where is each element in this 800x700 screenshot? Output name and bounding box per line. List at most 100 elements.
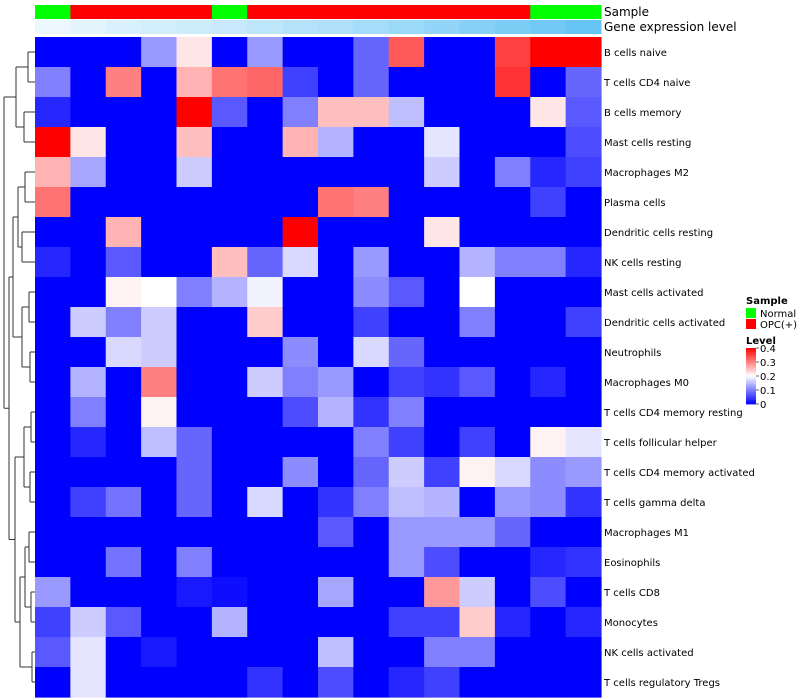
heatmap-cell <box>141 277 178 308</box>
heatmap-cell <box>211 367 248 398</box>
heatmap-cell <box>424 277 461 308</box>
heatmap-cell <box>141 97 178 128</box>
heatmap-cell <box>105 397 142 428</box>
legend-tick-label: 0.4 <box>760 344 776 355</box>
heatmap-cell <box>282 427 319 458</box>
heatmap-cell <box>459 457 496 488</box>
row-label: Plasma cells <box>604 198 666 209</box>
heatmap-cell <box>459 637 496 668</box>
heatmap-cell <box>35 127 71 158</box>
row-label: B cells memory <box>604 108 681 119</box>
heatmap-cell <box>494 457 531 488</box>
heatmap-cell <box>105 487 142 518</box>
heatmap-cell <box>176 127 213 158</box>
heatmap-cell <box>353 157 390 188</box>
heatmap-cell <box>318 157 354 188</box>
heatmap-cell <box>565 307 602 338</box>
heatmap-cell <box>318 457 354 488</box>
legend-sample-title: Sample <box>746 296 788 307</box>
heatmap-cell <box>353 97 390 128</box>
expression-cell <box>211 20 248 34</box>
heatmap-cell <box>424 397 461 428</box>
heatmap-cells <box>35 37 602 698</box>
heatmap-cell <box>70 427 107 458</box>
heatmap-cell <box>211 277 248 308</box>
heatmap-cell <box>35 97 71 128</box>
heatmap-cell <box>318 367 354 398</box>
heatmap-cell <box>176 667 213 698</box>
expression-track-label: Gene expression level <box>604 20 737 34</box>
heatmap-cell <box>247 187 284 218</box>
sample-track-label: Sample <box>604 5 649 19</box>
heatmap-cell <box>282 667 319 698</box>
heatmap-cell <box>530 637 567 668</box>
legend-normal-label: Normal <box>760 309 796 320</box>
heatmap-cell <box>353 637 390 668</box>
heatmap-cell <box>141 187 178 218</box>
heatmap-cell <box>105 367 142 398</box>
heatmap-cell <box>388 487 425 518</box>
heatmap-cell <box>530 157 567 188</box>
heatmap-cell <box>494 607 531 638</box>
legend-level-ticks: 0.4 0.3 0.2 0.1 0 <box>756 344 776 411</box>
heatmap-cell <box>70 37 107 68</box>
heatmap-cell <box>565 637 602 668</box>
heatmap-cell <box>35 277 71 308</box>
heatmap-cell <box>353 277 390 308</box>
legend-tick-label: 0.2 <box>760 372 776 383</box>
heatmap-cell <box>353 37 390 68</box>
row-label: Macrophages M1 <box>604 528 689 539</box>
heatmap-cell <box>494 577 531 608</box>
heatmap-cell <box>282 457 319 488</box>
heatmap-cell <box>530 127 567 158</box>
heatmap-cell <box>35 367 71 398</box>
legend-gradient-segment <box>746 396 756 399</box>
heatmap-cell <box>318 427 354 458</box>
heatmap-cell <box>388 157 425 188</box>
heatmap-cell <box>176 157 213 188</box>
heatmap-cell <box>494 67 531 98</box>
heatmap-cell <box>141 607 178 638</box>
sample-cell <box>211 5 248 19</box>
heatmap-cell <box>105 637 142 668</box>
legend-tick-label: 0 <box>760 400 766 411</box>
heatmap-cell <box>388 277 425 308</box>
heatmap-cell <box>247 517 284 548</box>
heatmap-cell <box>70 577 107 608</box>
sample-cell <box>459 5 496 19</box>
heatmap-cell <box>388 37 425 68</box>
heatmap-cell <box>494 277 531 308</box>
heatmap-cell <box>247 577 284 608</box>
heatmap-cell <box>211 97 248 128</box>
heatmap-cell <box>494 547 531 578</box>
legend-level-title: Level <box>746 336 776 347</box>
heatmap-cell <box>176 637 213 668</box>
heatmap-cell <box>459 517 496 548</box>
legend-opc-label: OPC(+) <box>760 320 797 331</box>
heatmap-cell <box>247 277 284 308</box>
heatmap-cell <box>211 577 248 608</box>
heatmap-cell <box>282 637 319 668</box>
heatmap-cell <box>282 487 319 518</box>
legend-gradient-segment <box>746 368 756 371</box>
legend-gradient-segment <box>746 360 756 363</box>
heatmap-cell <box>530 67 567 98</box>
heatmap-cell <box>35 667 71 698</box>
heatmap-cell <box>459 37 496 68</box>
heatmap-cell <box>494 367 531 398</box>
heatmap-cell <box>318 37 354 68</box>
heatmap-cell <box>494 187 531 218</box>
heatmap-cell <box>247 247 284 278</box>
heatmap-cell <box>494 517 531 548</box>
sample-cell <box>424 5 460 19</box>
heatmap-cell <box>105 37 142 68</box>
heatmap-cell <box>530 337 567 368</box>
heatmap-cell <box>105 247 142 278</box>
heatmap-cell <box>353 247 390 278</box>
heatmap-cell <box>565 97 602 128</box>
heatmap-cell <box>459 337 496 368</box>
heatmap-cell <box>105 577 142 608</box>
legend-gradient-segment <box>746 374 756 377</box>
heatmap-cell <box>353 487 390 518</box>
